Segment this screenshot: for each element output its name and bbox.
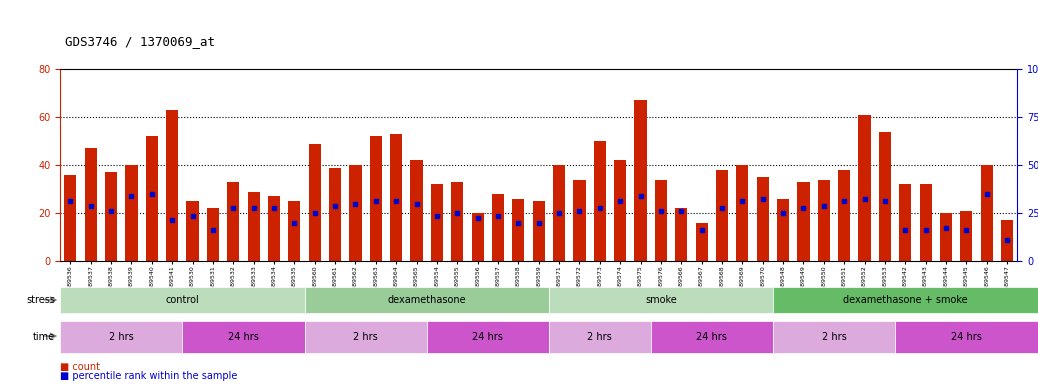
Text: GDS3746 / 1370069_at: GDS3746 / 1370069_at [65, 35, 216, 48]
Bar [247, 192, 260, 261]
Text: 2 hrs: 2 hrs [822, 332, 846, 342]
Bar [85, 148, 97, 261]
Text: 24 hrs: 24 hrs [228, 332, 258, 342]
Bar [797, 182, 810, 261]
Bar [329, 167, 342, 261]
Text: smoke: smoke [645, 295, 677, 305]
Bar [471, 213, 484, 261]
Bar [777, 199, 789, 261]
Bar [227, 182, 240, 261]
Bar [634, 100, 647, 261]
Bar [920, 184, 932, 261]
Bar [614, 161, 626, 261]
Bar [757, 177, 769, 261]
Bar [553, 165, 566, 261]
Bar [899, 184, 911, 261]
Text: dexamethasone + smoke: dexamethasone + smoke [843, 295, 967, 305]
Bar [655, 180, 667, 261]
Bar [716, 170, 728, 261]
Bar [818, 180, 830, 261]
Text: control: control [165, 295, 199, 305]
Text: ■ percentile rank within the sample: ■ percentile rank within the sample [60, 371, 238, 381]
Bar [452, 182, 463, 261]
Text: stress: stress [26, 295, 55, 305]
Text: 2 hrs: 2 hrs [588, 332, 612, 342]
Bar [981, 165, 992, 261]
Bar [879, 131, 891, 261]
Bar [858, 115, 871, 261]
Bar [390, 134, 403, 261]
Bar [1001, 220, 1013, 261]
Text: time: time [33, 332, 55, 342]
Text: dexamethasone: dexamethasone [387, 295, 466, 305]
Bar [166, 110, 179, 261]
Bar [145, 136, 158, 261]
Bar [308, 144, 321, 261]
Text: 24 hrs: 24 hrs [472, 332, 503, 342]
Bar [126, 165, 138, 261]
Bar [695, 223, 708, 261]
Bar [512, 199, 524, 261]
Bar [736, 165, 748, 261]
Bar [187, 201, 198, 261]
Bar [268, 196, 280, 261]
Bar [207, 208, 219, 261]
Bar [532, 201, 545, 261]
Bar [675, 208, 687, 261]
Bar [838, 170, 850, 261]
Bar [350, 165, 361, 261]
Bar [960, 211, 973, 261]
Text: ■ count: ■ count [60, 362, 101, 372]
Bar [431, 184, 443, 261]
Bar [105, 172, 117, 261]
Bar [594, 141, 606, 261]
Bar [370, 136, 382, 261]
Bar [410, 161, 422, 261]
Bar [573, 180, 585, 261]
Text: 2 hrs: 2 hrs [109, 332, 134, 342]
Bar [64, 175, 77, 261]
Bar [939, 213, 952, 261]
Bar [492, 194, 504, 261]
Text: 24 hrs: 24 hrs [696, 332, 728, 342]
Bar [289, 201, 300, 261]
Text: 24 hrs: 24 hrs [951, 332, 982, 342]
Text: 2 hrs: 2 hrs [353, 332, 378, 342]
